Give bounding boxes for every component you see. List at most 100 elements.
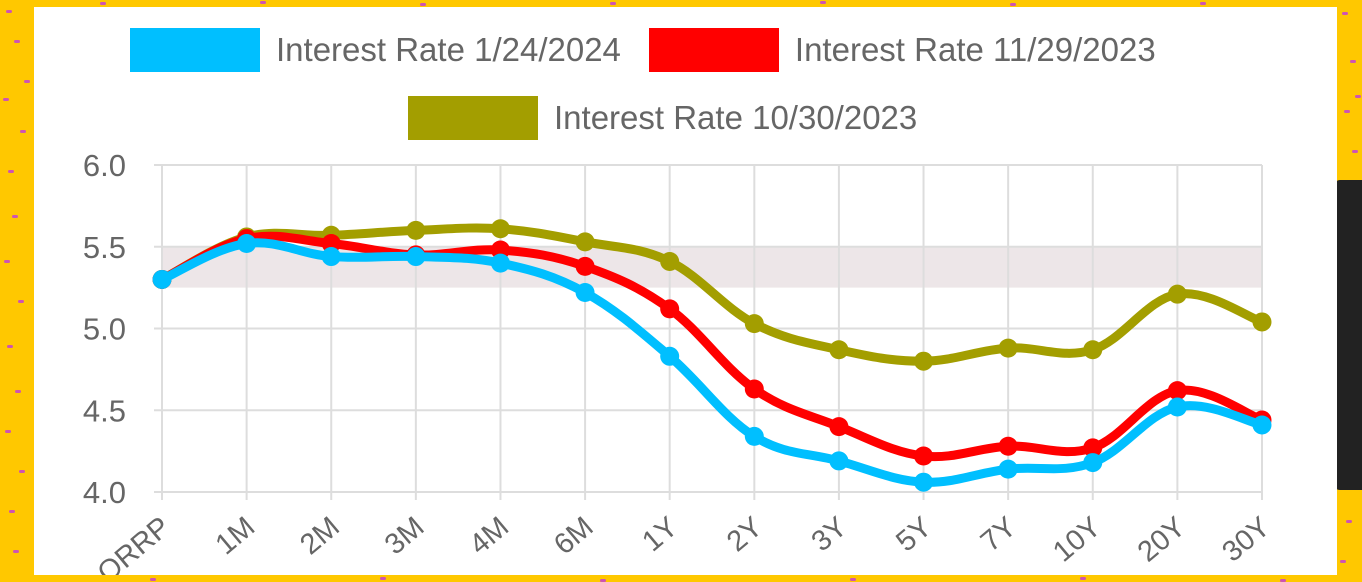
background-dot	[380, 577, 386, 580]
background-dot	[20, 130, 26, 133]
data-point-series-3	[1252, 312, 1272, 332]
data-point-series-3	[829, 340, 849, 360]
data-point-series-1	[490, 253, 510, 273]
background-dot	[1280, 579, 1286, 582]
background-dot	[14, 40, 20, 43]
background-edge	[1334, 180, 1362, 490]
background-dot	[1350, 60, 1356, 63]
data-point-series-2	[829, 417, 849, 437]
data-point-series-1	[998, 459, 1018, 479]
x-tick-label: 30Y	[1216, 511, 1276, 569]
data-point-series-3	[575, 232, 595, 252]
data-point-series-1	[1167, 397, 1187, 417]
data-point-series-1	[406, 247, 426, 267]
data-point-series-2	[1083, 438, 1103, 458]
y-tick-label: 6.0	[83, 148, 126, 183]
background-dot	[1200, 2, 1206, 5]
background-dot	[1352, 150, 1358, 153]
background-dot	[600, 579, 606, 582]
legend-label-3[interactable]: Interest Rate 10/30/2023	[554, 99, 918, 136]
background-dot	[3, 98, 9, 101]
x-tick-label: 2Y	[721, 511, 769, 558]
data-point-series-1	[1083, 453, 1103, 473]
data-point-series-1	[152, 269, 172, 289]
background-dot	[1342, 12, 1348, 15]
x-tick-label: 4M	[464, 511, 515, 561]
data-point-series-2	[914, 446, 934, 466]
data-point-series-3	[660, 251, 680, 271]
y-tick-label: 4.0	[83, 475, 126, 510]
data-point-series-3	[490, 219, 510, 239]
background-dot	[100, 2, 106, 5]
x-tick-label: 3Y	[806, 511, 854, 558]
data-point-series-1	[575, 283, 595, 303]
background-dot	[150, 578, 156, 581]
background-dot	[1344, 110, 1350, 113]
y-tick-label: 5.5	[83, 230, 126, 265]
background-dot	[850, 578, 856, 581]
x-tick-label: 2M	[294, 511, 345, 561]
background-dot	[820, 1, 826, 4]
background-dot	[24, 80, 30, 83]
x-tick-label: 1Y	[636, 511, 684, 558]
x-tick-label: 20Y	[1132, 511, 1192, 569]
background-dot	[1340, 560, 1346, 563]
y-tick-label: 5.0	[83, 312, 126, 347]
data-point-series-3	[914, 351, 934, 371]
background-dot	[15, 390, 21, 393]
legend-swatch-3[interactable]	[408, 96, 538, 140]
x-tick-label: 3M	[379, 511, 430, 561]
data-point-series-2	[490, 240, 510, 260]
background-dot	[7, 345, 13, 348]
background-dot	[1080, 577, 1086, 580]
background-dot	[260, 1, 266, 4]
x-tick-label: 6M	[548, 511, 599, 561]
data-point-series-3	[406, 220, 426, 240]
background-dot	[420, 3, 426, 6]
background-dot	[18, 300, 24, 303]
data-point-series-1	[744, 426, 764, 446]
data-point-series-2	[575, 256, 595, 276]
background-dot	[5, 430, 11, 433]
data-point-series-1	[660, 346, 680, 366]
background-dot	[13, 550, 19, 553]
y-tick-label: 4.5	[83, 393, 126, 428]
data-point-series-3	[744, 314, 764, 334]
data-point-series-1	[1252, 415, 1272, 435]
legend-label-2[interactable]: Interest Rate 11/29/2023	[794, 31, 1156, 68]
x-tick-label: 10Y	[1047, 511, 1107, 569]
x-tick-label: 1M	[210, 511, 261, 561]
data-point-series-3	[1167, 284, 1187, 304]
x-tick-label: ORRP	[92, 511, 177, 575]
legend-row-1: Interest Rate 1/24/2024 Interest Rate 11…	[130, 24, 1156, 76]
background-dot	[8, 170, 14, 173]
data-point-series-1	[237, 233, 257, 253]
data-point-series-3	[1083, 340, 1103, 360]
data-point-series-2	[744, 379, 764, 399]
x-tick-label: 5Y	[890, 511, 938, 558]
data-point-series-1	[914, 472, 934, 492]
background-dot	[1355, 95, 1361, 98]
chart-panel: Interest Rate 1/24/2024 Interest Rate 11…	[34, 7, 1337, 575]
legend-swatch-2[interactable]	[648, 28, 779, 72]
background-dot	[12, 215, 18, 218]
background-dot	[1010, 3, 1016, 6]
data-point-series-1	[321, 247, 341, 267]
background-dot	[9, 510, 15, 513]
legend-label-1[interactable]: Interest Rate 1/24/2024	[276, 31, 621, 68]
data-point-series-2	[660, 299, 680, 319]
background-dot	[4, 260, 10, 263]
data-point-series-3	[998, 338, 1018, 358]
background-dot	[1346, 520, 1352, 523]
data-point-series-1	[829, 451, 849, 471]
data-point-series-2	[1167, 381, 1187, 401]
data-point-series-2	[321, 233, 341, 253]
background-dot	[19, 470, 25, 473]
data-point-series-2	[998, 436, 1018, 456]
x-tick-label: 7Y	[975, 511, 1023, 558]
legend-swatch-1[interactable]	[130, 28, 260, 72]
background-dot	[610, 2, 616, 5]
legend-row-2: Interest Rate 10/30/2023	[408, 92, 917, 144]
background-dot	[6, 10, 12, 13]
